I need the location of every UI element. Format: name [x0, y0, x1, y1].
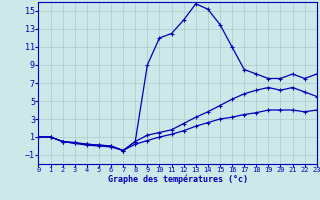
X-axis label: Graphe des températures (°c): Graphe des températures (°c) [108, 175, 248, 184]
